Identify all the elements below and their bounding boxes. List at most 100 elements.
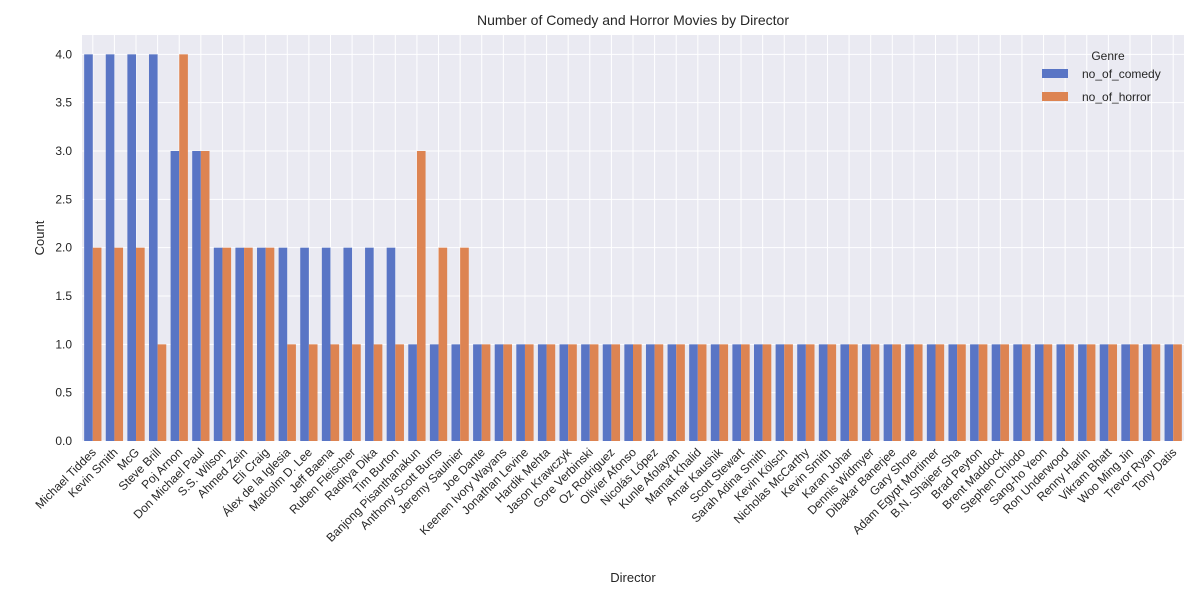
y-tick-label: 2.0 <box>55 241 72 255</box>
bar-no-of-comedy <box>300 247 309 441</box>
bar-no-of-horror <box>1043 344 1053 441</box>
bar-no-of-horror <box>654 344 664 441</box>
legend-title: Genre <box>1091 49 1125 63</box>
bar-no-of-horror <box>611 344 621 441</box>
bar-no-of-comedy <box>278 247 288 441</box>
bar-no-of-comedy <box>818 344 828 441</box>
bar-no-of-comedy <box>645 344 655 441</box>
bar-no-of-comedy <box>516 344 525 441</box>
bar-no-of-comedy <box>559 344 569 441</box>
bar-no-of-comedy <box>754 344 763 441</box>
bar-no-of-comedy <box>840 344 850 441</box>
bar-no-of-horror <box>395 344 404 441</box>
bar-no-of-comedy <box>905 344 914 441</box>
bar-no-of-horror <box>179 54 188 441</box>
bar-no-of-horror <box>978 344 988 441</box>
bar-no-of-comedy <box>235 247 245 441</box>
bar-no-of-comedy <box>429 344 439 441</box>
bar-no-of-comedy <box>408 344 417 441</box>
bar-no-of-comedy <box>667 344 677 441</box>
bar-no-of-horror <box>676 344 685 441</box>
y-tick-label: 1.5 <box>55 289 72 303</box>
bar-no-of-comedy <box>926 344 936 441</box>
bar-no-of-comedy <box>451 344 461 441</box>
bar-no-of-horror <box>114 247 124 441</box>
bar-no-of-comedy <box>1099 344 1109 441</box>
legend-swatch-horror <box>1042 92 1068 101</box>
bar-no-of-horror <box>481 344 491 441</box>
bar-no-of-comedy <box>343 247 353 441</box>
bar-no-of-comedy <box>581 344 590 441</box>
legend-label-comedy: no_of_comedy <box>1082 67 1161 81</box>
bar-no-of-comedy <box>1013 344 1022 441</box>
bar-no-of-horror <box>805 344 815 441</box>
bar-no-of-comedy <box>105 54 115 441</box>
bar-no-of-horror <box>1108 344 1118 441</box>
bar-no-of-comedy <box>732 344 742 441</box>
bar-no-of-horror <box>1129 344 1139 441</box>
bar-no-of-horror <box>762 344 772 441</box>
bar-no-of-horror <box>308 344 318 441</box>
bar-no-of-horror <box>244 247 253 441</box>
bar-no-of-horror <box>1021 344 1031 441</box>
bar-no-of-comedy <box>321 247 331 441</box>
bar-no-of-comedy <box>148 54 158 441</box>
bar-no-of-comedy <box>127 54 137 441</box>
bar-no-of-horror <box>935 344 945 441</box>
bar-no-of-horror <box>373 344 383 441</box>
bar-no-of-horror <box>892 344 901 441</box>
bar-no-of-comedy <box>1056 344 1066 441</box>
chart-title: Number of Comedy and Horror Movies by Di… <box>477 12 789 28</box>
bar-no-of-comedy <box>624 344 633 441</box>
bar-no-of-horror <box>416 151 426 441</box>
bar-no-of-comedy <box>948 344 958 441</box>
bar-no-of-comedy <box>365 247 374 441</box>
bar-no-of-horror <box>503 344 512 441</box>
y-tick-labels: 0.0 0.5 1.0 1.5 2.0 2.5 3.0 3.5 4.0 <box>55 47 72 448</box>
bar-no-of-comedy <box>170 151 180 441</box>
legend: Genre no_of_comedy no_of_horror <box>1042 49 1161 104</box>
bar-no-of-horror <box>697 344 707 441</box>
bar-no-of-horror <box>957 344 966 441</box>
y-tick-label: 1.0 <box>55 337 72 351</box>
bar-no-of-horror <box>200 151 210 441</box>
bar-no-of-horror <box>157 344 167 441</box>
bar-no-of-horror <box>1000 344 1009 441</box>
bar-no-of-comedy <box>710 344 720 441</box>
bar-no-of-comedy <box>689 344 698 441</box>
y-tick-label: 3.5 <box>55 96 72 110</box>
bar-no-of-horror <box>719 344 729 441</box>
bar-no-of-horror <box>913 344 923 441</box>
bar-no-of-horror <box>265 247 275 441</box>
bar-no-of-horror <box>222 247 232 441</box>
bar-no-of-horror <box>633 344 642 441</box>
bar-no-of-horror <box>1086 344 1096 441</box>
bar-no-of-horror <box>849 344 858 441</box>
bar-no-of-horror <box>870 344 880 441</box>
bar-no-of-comedy <box>257 247 266 441</box>
bars <box>84 54 1182 441</box>
bar-no-of-comedy <box>84 54 93 441</box>
bar-no-of-horror <box>460 247 469 441</box>
bar-no-of-comedy <box>192 151 201 441</box>
bar-no-of-comedy <box>1078 344 1087 441</box>
bar-no-of-comedy <box>1164 344 1174 441</box>
bar-no-of-horror <box>1173 344 1182 441</box>
bar-no-of-horror <box>827 344 837 441</box>
bar-no-of-horror <box>568 344 577 441</box>
bar-no-of-horror <box>330 344 340 441</box>
bar-no-of-horror <box>1065 344 1074 441</box>
legend-label-horror: no_of_horror <box>1082 90 1151 104</box>
bar-no-of-comedy <box>1121 344 1130 441</box>
bar-no-of-comedy <box>537 344 547 441</box>
bar-no-of-horror <box>92 247 102 441</box>
y-tick-label: 2.5 <box>55 192 72 206</box>
bar-no-of-comedy <box>494 344 504 441</box>
bar-no-of-horror <box>438 247 448 441</box>
bar-no-of-comedy <box>213 247 223 441</box>
bar-no-of-comedy <box>797 344 806 441</box>
bar-no-of-comedy <box>883 344 893 441</box>
bar-no-of-horror <box>287 344 296 441</box>
y-tick-label: 0.5 <box>55 386 72 400</box>
